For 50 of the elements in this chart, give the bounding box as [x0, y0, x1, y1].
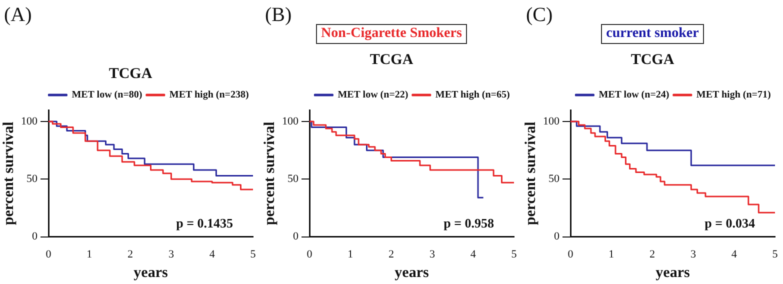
- text: (A): [4, 4, 32, 27]
- x-tick-label: 1: [608, 248, 614, 260]
- x-tick-label: 5: [511, 248, 518, 260]
- x-tick-label: 4: [470, 248, 476, 260]
- x-tick-label: 1: [86, 248, 92, 260]
- x-tick-label: 2: [650, 248, 656, 260]
- y-tick-label: 50: [26, 173, 38, 186]
- annotation: p = 0.1435: [176, 216, 234, 231]
- x-tick-label: 5: [250, 248, 256, 260]
- annotation: p = 0.034: [704, 216, 756, 231]
- x-tick-label: 0: [306, 248, 313, 260]
- chart-title: TCGA: [368, 52, 414, 69]
- x-tick-label: 0: [46, 248, 52, 260]
- x-tick-label: 0: [568, 248, 574, 260]
- x-tick-label: 3: [690, 248, 696, 260]
- y-tick-label: 100: [543, 115, 560, 128]
- y-axis-title: percent survival: [0, 122, 17, 226]
- x-tick-label: 3: [168, 248, 174, 260]
- legend-label: MET high (n=71): [696, 90, 771, 101]
- x-tick-label: 3: [429, 248, 436, 260]
- text: (B): [265, 4, 292, 27]
- y-tick-label: 0: [554, 230, 560, 243]
- x-tick-label: 2: [128, 248, 134, 260]
- x-axis-title: years: [394, 264, 429, 281]
- y-tick-label: 0: [293, 230, 299, 243]
- legend-label: MET high (n=238): [169, 90, 249, 101]
- chart-title: TCGA: [108, 66, 154, 83]
- text: Non-Cigarette Smokers: [316, 24, 467, 44]
- legend-label: MET high (n=65): [435, 90, 510, 101]
- x-tick-label: 1: [348, 248, 354, 260]
- annotation: p = 0.958: [444, 216, 494, 231]
- y-tick-label: 100: [282, 115, 299, 128]
- text: (C): [526, 4, 553, 27]
- y-axis-title: percent survival: [262, 122, 278, 226]
- y-tick-label: 50: [288, 173, 299, 186]
- y-axis-title: percent survival: [522, 122, 539, 226]
- legend-label: MET low (n=22): [338, 90, 408, 101]
- legend-label: MET low (n=24): [598, 90, 670, 101]
- x-tick-label: 2: [388, 248, 394, 260]
- text: current smoker: [601, 24, 704, 44]
- x-tick-label: 4: [731, 248, 738, 260]
- chart-title: TCGA: [630, 52, 676, 69]
- x-tick-label: 5: [772, 248, 778, 260]
- legend-label: MET low (n=80): [72, 90, 142, 101]
- x-axis-title: years: [134, 264, 168, 281]
- x-tick-label: 4: [209, 248, 216, 260]
- y-tick-label: 50: [548, 173, 560, 186]
- y-tick-label: 0: [32, 230, 38, 243]
- y-tick-label: 100: [21, 115, 38, 128]
- x-axis-title: years: [656, 264, 690, 281]
